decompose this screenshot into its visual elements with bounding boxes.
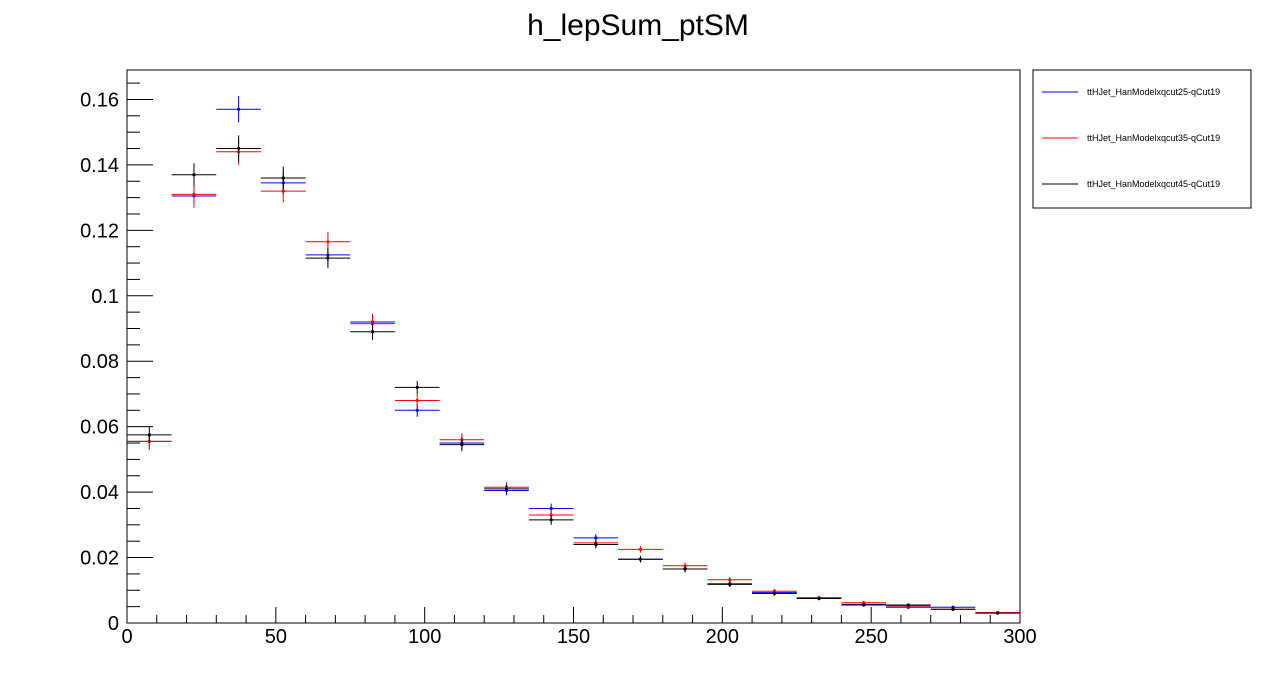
data-point xyxy=(618,555,663,563)
legend-entry: ttHJet_HanModelxqcut45-qCut19 xyxy=(1042,179,1220,189)
marker xyxy=(192,173,196,177)
marker xyxy=(862,603,866,607)
chart-title: h_lepSum_ptSM xyxy=(527,9,749,42)
data-point xyxy=(305,248,351,268)
data-point xyxy=(350,323,395,340)
data-point xyxy=(484,483,529,494)
marker xyxy=(817,596,821,601)
marker xyxy=(638,547,643,551)
data-point xyxy=(707,577,753,583)
marker xyxy=(415,385,419,390)
x-tick-label: 100 xyxy=(408,626,441,648)
legend-entry: ttHJet_HanModelxqcut25-qCut19 xyxy=(1042,87,1220,97)
x-axis-tick-labels: 0 50 100 150 200 250 300 xyxy=(121,626,1036,648)
marker xyxy=(996,611,1000,615)
marker xyxy=(415,398,419,403)
data-point xyxy=(127,426,172,444)
data-point xyxy=(752,591,797,596)
legend-label: ttHJet_HanModelxqcut35-qCut19 xyxy=(1087,133,1220,143)
data-point xyxy=(662,565,708,573)
plot-frame xyxy=(126,69,1021,624)
marker xyxy=(772,591,777,596)
marker xyxy=(504,487,509,491)
marker xyxy=(281,176,285,180)
y-tick-label: 0.14 xyxy=(80,155,119,177)
marker xyxy=(192,192,196,196)
data-point xyxy=(528,515,574,525)
y-tick-label: 0.08 xyxy=(80,351,119,373)
y-axis-tick-labels: 0 0.02 0.04 0.06 0.08 0.1 0.12 0.14 0.16 xyxy=(80,89,119,635)
marker xyxy=(237,146,241,151)
data-point xyxy=(841,603,887,607)
y-tick-label: 0.06 xyxy=(80,417,119,439)
data-point xyxy=(216,135,261,162)
marker xyxy=(683,567,687,571)
data-point xyxy=(216,96,261,123)
data-point xyxy=(439,438,485,452)
marker xyxy=(415,408,419,412)
marker xyxy=(147,433,151,437)
y-tick-label: 0.12 xyxy=(80,220,119,242)
marker xyxy=(906,603,910,607)
y-tick-label: 0.04 xyxy=(80,482,119,504)
data-point xyxy=(707,581,753,588)
marker xyxy=(326,240,330,244)
data-point xyxy=(394,393,440,408)
data-point xyxy=(171,163,217,187)
data-point xyxy=(573,540,619,549)
data-point xyxy=(573,533,619,542)
x-tick-label: 150 xyxy=(557,626,590,648)
series-3 xyxy=(127,135,1020,615)
marker xyxy=(460,443,464,447)
data-series xyxy=(127,96,1020,615)
legend-label: ttHJet_HanModelxqcut45-qCut19 xyxy=(1087,179,1220,189)
data-point xyxy=(930,607,976,611)
legend: ttHJet_HanModelxqcut25-qCut19 ttHJet_HanM… xyxy=(1032,69,1252,209)
y-tick-label: 0.16 xyxy=(80,89,119,111)
data-point xyxy=(886,603,931,607)
data-point xyxy=(171,182,217,206)
marker xyxy=(549,506,553,511)
series-2 xyxy=(127,138,1020,615)
marker xyxy=(951,607,955,611)
legend-box xyxy=(1032,69,1252,209)
marker xyxy=(370,330,375,334)
y-tick-label: 0.1 xyxy=(91,286,119,308)
marker xyxy=(549,518,553,522)
marker xyxy=(638,557,643,561)
data-point xyxy=(260,166,306,190)
marker xyxy=(326,256,330,260)
legend-entry: ttHJet_HanModelxqcut35-qCut19 xyxy=(1042,133,1220,143)
x-tick-label: 250 xyxy=(854,626,887,648)
marker xyxy=(594,542,598,547)
axis-ticks xyxy=(126,82,1021,624)
x-tick-label: 300 xyxy=(1003,626,1036,648)
marker xyxy=(237,107,241,111)
x-tick-label: 50 xyxy=(265,626,287,648)
marker xyxy=(862,601,866,605)
marker xyxy=(728,578,732,582)
legend-label: ttHJet_HanModelxqcut25-qCut19 xyxy=(1087,87,1220,97)
data-point xyxy=(394,380,440,394)
x-tick-label: 200 xyxy=(706,626,739,648)
marker xyxy=(281,189,285,193)
marker xyxy=(594,536,598,540)
data-point xyxy=(618,546,663,553)
data-point xyxy=(975,611,1020,615)
y-tick-label: 0 xyxy=(108,613,119,635)
x-tick-label: 0 xyxy=(121,626,132,648)
series-1 xyxy=(127,96,1020,615)
y-tick-label: 0.02 xyxy=(80,548,119,570)
data-point xyxy=(796,596,842,601)
marker xyxy=(728,582,732,586)
